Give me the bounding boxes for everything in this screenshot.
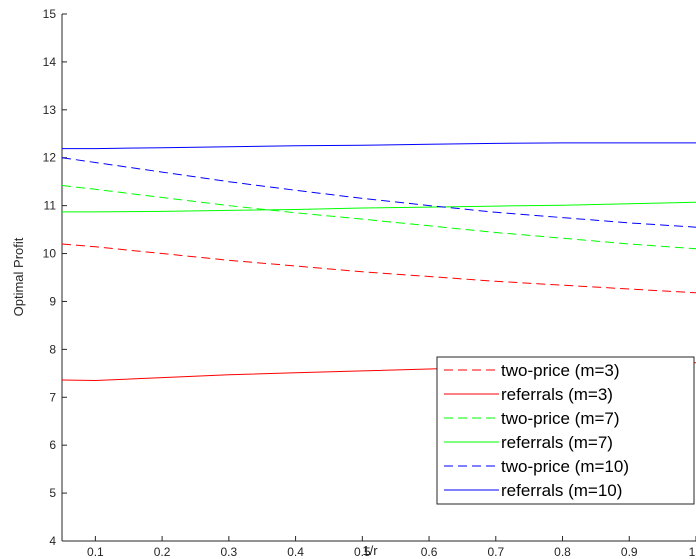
y-ticks: 4 5 6 7 8 9 10 11 12 13 14 15 [43,7,67,548]
y-tick-label: 15 [43,7,57,21]
x-tick-label: 0.5 [354,545,371,559]
y-tick-label: 13 [43,103,57,117]
legend-label: referrals (m=10) [501,481,622,500]
y-tick-label: 9 [49,294,56,308]
y-tick-label: 14 [43,55,57,69]
x-tick-label: 0.9 [621,545,638,559]
series-line [61,185,696,250]
legend-label: two-price (m=7) [501,409,620,428]
x-axis-label: 1/r [362,543,378,558]
y-tick-label: 6 [49,438,56,452]
series-line [62,142,696,150]
x-tick-label: 0.1 [87,545,104,559]
x-tick-label: 0.7 [487,545,504,559]
y-axis-label: Optimal Profit [11,237,26,316]
legend-label: two-price (m=10) [501,457,629,476]
x-ticks: 0.1 0.2 0.3 0.4 0.5 0.6 0.7 0.8 0.9 1 [87,536,696,559]
legend-label: two-price (m=3) [501,361,620,380]
y-tick-label: 10 [43,247,57,261]
y-tick-label: 5 [49,486,56,500]
y-tick-label: 12 [43,151,57,165]
series-line [61,243,696,294]
x-tick-label: 0.6 [421,545,438,559]
y-tick-label: 8 [49,342,56,356]
x-tick-label: 0.3 [220,545,237,559]
legend-label: referrals (m=7) [501,433,613,452]
legend-box [436,356,695,505]
series-line [62,201,696,213]
series-lines [61,142,696,382]
x-tick-label: 0.8 [554,545,571,559]
y-tick-label: 7 [49,390,56,404]
y-tick-label: 4 [49,534,56,548]
axes [61,14,696,542]
x-tick-label: 1 [689,545,696,559]
legend-label: referrals (m=3) [501,385,613,404]
x-tick-label: 0.2 [154,545,171,559]
y-tick-label: 11 [44,199,57,213]
series-line [61,157,696,228]
x-tick-label: 0.4 [287,545,304,559]
legend: two-price (m=3) referrals (m=3) two-price … [436,356,695,505]
